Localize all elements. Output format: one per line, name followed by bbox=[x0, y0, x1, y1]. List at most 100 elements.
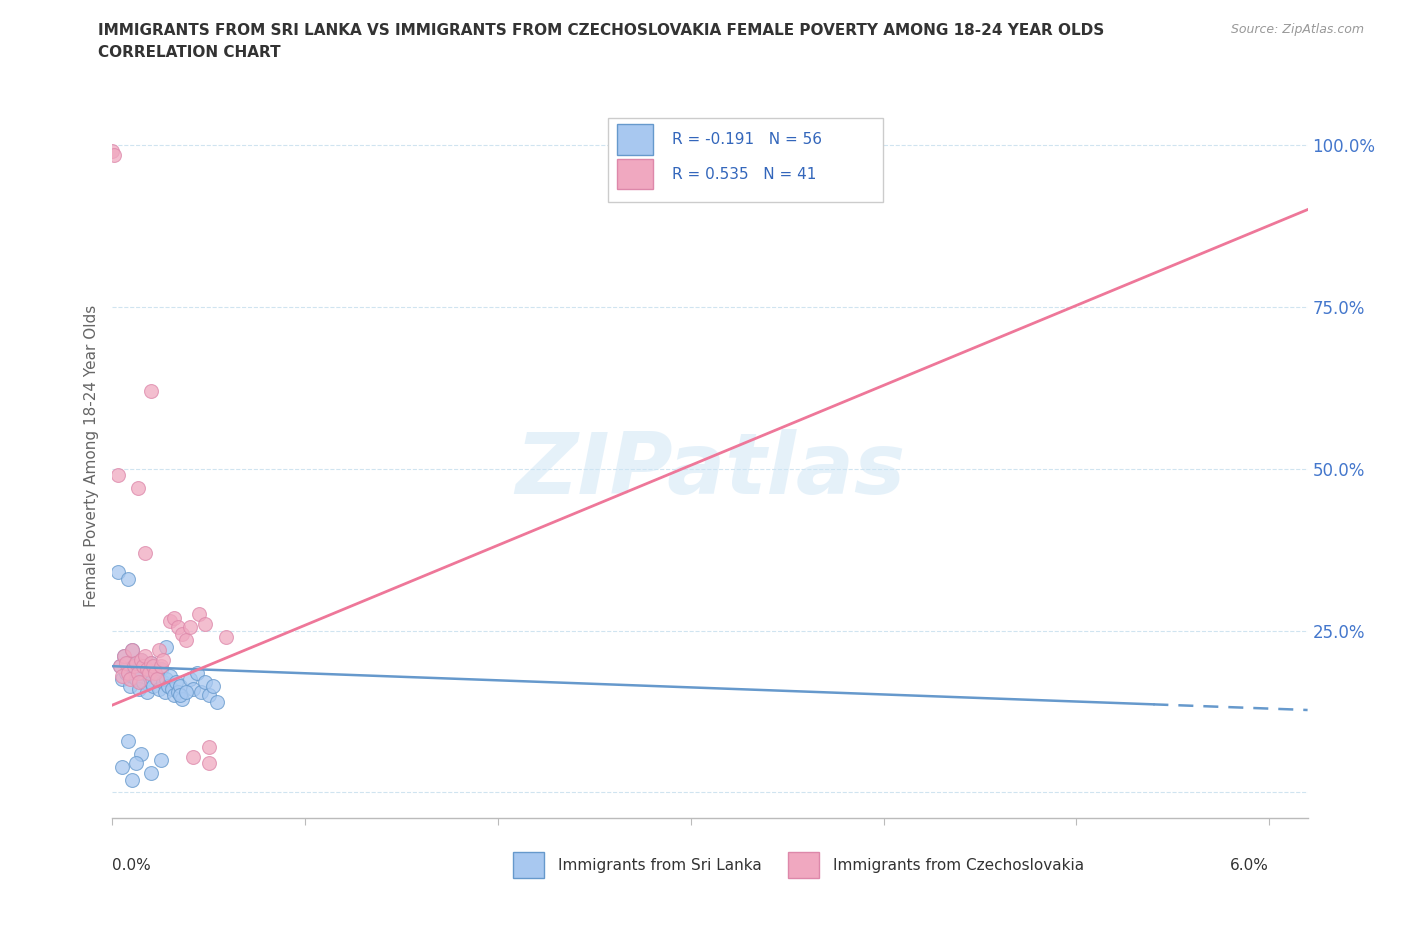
Point bbox=[205, 695, 228, 710]
Text: 0.0%: 0.0% bbox=[112, 858, 152, 873]
Point bbox=[107, 565, 129, 579]
Point bbox=[124, 756, 146, 771]
Point bbox=[143, 665, 166, 680]
Text: 6.0%: 6.0% bbox=[1230, 858, 1268, 873]
Point bbox=[183, 750, 205, 764]
Point bbox=[101, 144, 124, 159]
Point bbox=[118, 678, 141, 693]
Point bbox=[139, 656, 162, 671]
Point bbox=[179, 620, 201, 635]
Point bbox=[127, 665, 149, 680]
Point bbox=[174, 684, 197, 699]
Point bbox=[142, 678, 165, 693]
Text: R = 0.535   N = 41: R = 0.535 N = 41 bbox=[672, 166, 815, 181]
Point bbox=[148, 643, 170, 658]
Point bbox=[157, 678, 180, 693]
Bar bbox=[617, 125, 652, 154]
Point bbox=[117, 656, 139, 671]
Point bbox=[134, 658, 156, 673]
Text: R = -0.191   N = 56: R = -0.191 N = 56 bbox=[672, 132, 821, 147]
Point bbox=[198, 688, 221, 703]
Point bbox=[155, 639, 177, 654]
Point bbox=[124, 671, 146, 686]
Point bbox=[153, 684, 176, 699]
Point bbox=[143, 665, 166, 680]
Point bbox=[124, 656, 146, 671]
Point bbox=[139, 656, 162, 671]
Point bbox=[170, 691, 193, 706]
Point bbox=[159, 669, 181, 684]
Bar bbox=[513, 853, 544, 878]
Point bbox=[134, 649, 156, 664]
Point bbox=[127, 481, 149, 496]
Text: Immigrants from Sri Lanka: Immigrants from Sri Lanka bbox=[558, 857, 762, 872]
Point bbox=[174, 632, 197, 647]
Point bbox=[194, 675, 217, 690]
Point bbox=[128, 682, 150, 697]
Point bbox=[111, 759, 134, 774]
Point bbox=[138, 665, 160, 680]
Point bbox=[122, 658, 145, 673]
Point bbox=[152, 652, 174, 667]
Point bbox=[103, 147, 125, 162]
Point bbox=[117, 571, 139, 586]
Point bbox=[112, 649, 135, 664]
Point bbox=[163, 688, 186, 703]
Point bbox=[115, 656, 138, 671]
Point bbox=[190, 684, 212, 699]
Text: ZIPatlas: ZIPatlas bbox=[515, 429, 905, 512]
Point bbox=[163, 610, 186, 625]
Point bbox=[139, 383, 162, 398]
Point bbox=[198, 756, 221, 771]
Point bbox=[111, 669, 134, 684]
Text: CORRELATION CHART: CORRELATION CHART bbox=[98, 45, 281, 60]
Point bbox=[111, 671, 134, 686]
Point bbox=[131, 746, 153, 761]
Point bbox=[169, 678, 191, 693]
Point bbox=[118, 671, 141, 686]
FancyBboxPatch shape bbox=[609, 118, 883, 202]
Point bbox=[146, 671, 169, 686]
Point bbox=[149, 658, 172, 673]
Point bbox=[138, 669, 160, 684]
Text: Source: ZipAtlas.com: Source: ZipAtlas.com bbox=[1230, 23, 1364, 36]
Point bbox=[148, 682, 170, 697]
Point bbox=[121, 669, 143, 684]
Point bbox=[152, 675, 174, 690]
Point bbox=[186, 665, 208, 680]
Point bbox=[132, 658, 155, 673]
Point bbox=[136, 684, 159, 699]
Point bbox=[149, 662, 172, 677]
Point bbox=[121, 643, 143, 658]
Point bbox=[132, 675, 155, 690]
Point bbox=[139, 765, 162, 780]
Point bbox=[188, 607, 211, 622]
Point bbox=[117, 733, 139, 748]
Point bbox=[146, 671, 169, 686]
Point bbox=[131, 665, 153, 680]
Point bbox=[128, 675, 150, 690]
Point bbox=[194, 617, 217, 631]
Point bbox=[131, 652, 153, 667]
Bar bbox=[617, 159, 652, 190]
Point bbox=[115, 665, 138, 680]
Point bbox=[122, 658, 145, 673]
Point bbox=[170, 627, 193, 642]
Point bbox=[134, 545, 156, 560]
Point bbox=[121, 643, 143, 658]
Point bbox=[142, 658, 165, 673]
Point bbox=[149, 752, 172, 767]
Point bbox=[201, 678, 224, 693]
Text: Immigrants from Czechoslovakia: Immigrants from Czechoslovakia bbox=[834, 857, 1084, 872]
Point bbox=[198, 739, 221, 754]
Point bbox=[107, 468, 129, 483]
Point bbox=[167, 620, 190, 635]
Point bbox=[159, 614, 181, 629]
Point bbox=[121, 772, 143, 787]
Point bbox=[155, 671, 177, 686]
Point bbox=[169, 688, 191, 703]
Point bbox=[136, 662, 159, 677]
Point bbox=[112, 649, 135, 664]
Point bbox=[108, 658, 131, 673]
Point bbox=[183, 682, 205, 697]
